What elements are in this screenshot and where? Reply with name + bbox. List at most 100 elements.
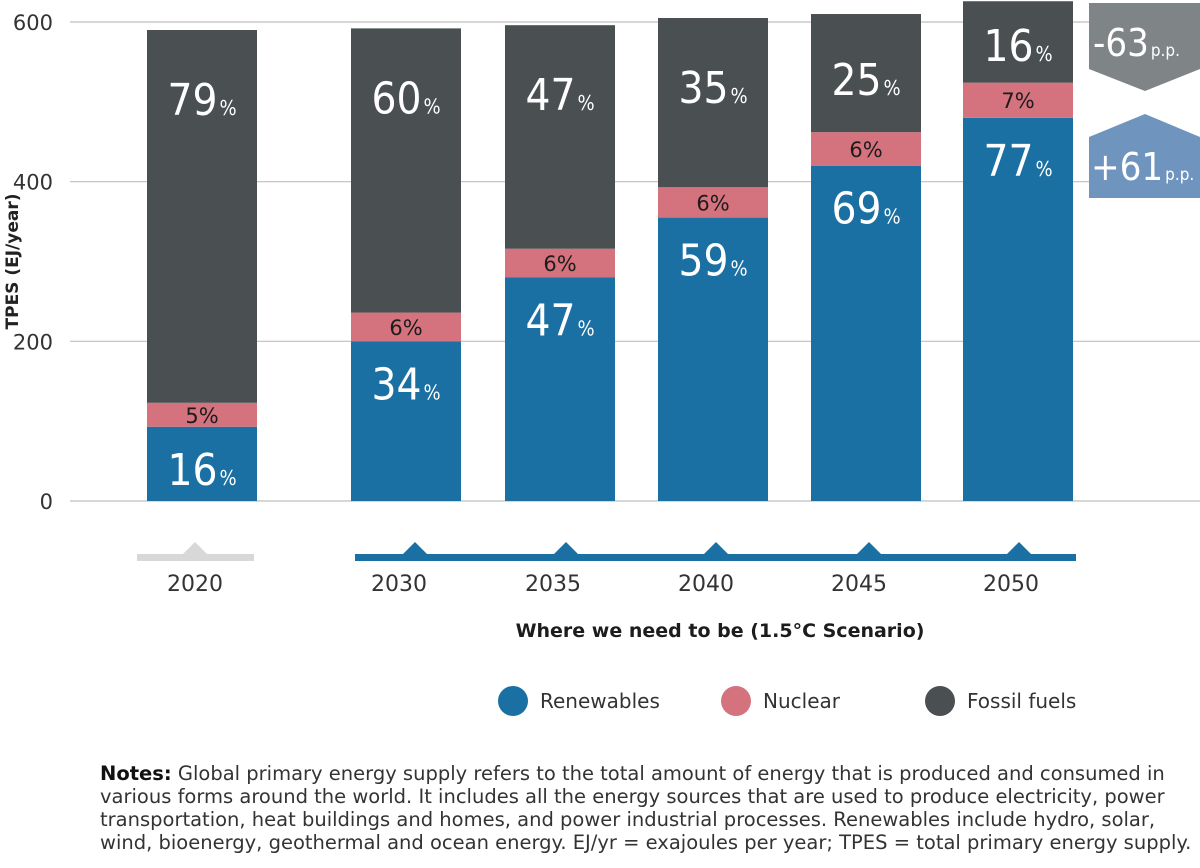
bar-nuclear-2040 <box>658 187 768 218</box>
data-label-nuclear-2020: 5% <box>185 404 218 428</box>
timeline-marker-2050 <box>1007 542 1031 554</box>
y-tick-label: 200 <box>13 330 53 354</box>
data-label-renewables-2040: 59% <box>678 236 747 287</box>
bar-fossil-fuels-2040 <box>658 18 768 188</box>
x-tick-label-2045: 2045 <box>831 572 887 597</box>
data-label-nuclear-2040: 6% <box>696 191 729 215</box>
data-label-value: 77 <box>983 136 1033 187</box>
bar-nuclear-2020 <box>147 402 257 427</box>
data-label-nuclear-2050: 7% <box>1001 89 1034 113</box>
bar-fossil-fuels-2020 <box>147 29 257 403</box>
timeline-historical <box>137 554 254 561</box>
legend: Renewables Nuclear Fossil fuels <box>0 686 1200 720</box>
bar-nuclear-2035 <box>505 248 615 278</box>
data-label-renewables-2050: 77% <box>983 136 1052 187</box>
x-tick-label-2050: 2050 <box>983 572 1039 597</box>
legend-swatch-renewables <box>498 686 528 716</box>
timeline-marker-2020 <box>183 542 207 554</box>
data-label-value: 47 <box>525 295 575 346</box>
legend-label-fossil-fuels: Fossil fuels <box>967 689 1077 713</box>
data-label-percent: % <box>883 76 900 100</box>
data-label-percent: % <box>423 94 440 118</box>
data-label-value: 16 <box>983 21 1033 72</box>
timeline-marker-2035 <box>554 542 578 554</box>
x-tick-label-2030: 2030 <box>371 572 427 597</box>
bar-renewables-2030 <box>351 341 461 501</box>
data-label-value: 60 <box>371 73 421 124</box>
data-label-value: 35 <box>678 63 728 114</box>
bar-renewables-2020 <box>147 426 257 501</box>
data-label-fossil-fuels-2045: 25% <box>831 55 900 106</box>
legend-swatch-fossil-fuels <box>925 686 955 716</box>
badge-value: +61 <box>1091 145 1163 189</box>
data-label-renewables-2020: 16% <box>167 445 236 496</box>
bar-fossil-fuels-2030 <box>351 28 461 313</box>
data-label-value: 34 <box>371 359 421 410</box>
legend-label-nuclear: Nuclear <box>763 689 840 713</box>
legend-item-nuclear: Nuclear <box>721 686 840 716</box>
notes-text: Global primary energy supply refers to t… <box>100 762 1192 854</box>
timeline-scenario-label: Where we need to be (1.5°C Scenario) <box>516 620 925 642</box>
y-axis-label: TPES (EJ/year) <box>3 194 23 330</box>
timeline-marker-2040 <box>704 542 728 554</box>
bar-fossil-fuels-2035 <box>505 25 615 249</box>
data-label-percent: % <box>1035 42 1052 66</box>
data-label-renewables-2045: 69% <box>831 184 900 235</box>
data-label-nuclear-2035: 6% <box>543 252 576 276</box>
x-tick-label-2035: 2035 <box>525 572 581 597</box>
data-label-percent: % <box>219 466 236 490</box>
notes-label: Notes: <box>100 762 172 785</box>
legend-swatch-nuclear <box>721 686 751 716</box>
bar-fossil-fuels-2050 <box>963 1 1073 83</box>
data-label-renewables-2035: 47% <box>525 295 594 346</box>
bar-renewables-2050 <box>963 117 1073 502</box>
data-label-percent: % <box>883 205 900 229</box>
bar-nuclear-2030 <box>351 312 461 342</box>
y-tick-label: 400 <box>13 171 53 195</box>
data-label-nuclear-2030: 6% <box>389 316 422 340</box>
bar-fossil-fuels-2045 <box>811 14 921 133</box>
badge-unit: p.p. <box>1165 165 1194 185</box>
data-label-fossil-fuels-2050: 16% <box>983 21 1052 72</box>
change-badge-renewables-text: +61 p.p. <box>1091 145 1194 189</box>
bar-renewables-2035 <box>505 277 615 501</box>
data-label-renewables-2030: 34% <box>371 359 440 410</box>
data-label-value: 16 <box>167 445 217 496</box>
legend-label-renewables: Renewables <box>540 689 660 713</box>
x-tick-label-2020: 2020 <box>167 572 223 597</box>
data-label-value: 25 <box>831 55 881 106</box>
data-label-value: 79 <box>167 75 217 126</box>
timeline-marker-2045 <box>857 542 881 554</box>
data-label-value: 59 <box>678 236 728 287</box>
data-label-fossil-fuels-2030: 60% <box>371 73 440 124</box>
notes: Notes: Global primary energy supply refe… <box>100 762 1192 854</box>
change-badge-renewables <box>1089 114 1200 198</box>
data-label-percent: % <box>423 380 440 404</box>
x-tick-label-2040: 2040 <box>678 572 734 597</box>
timeline-scenario <box>355 554 1076 561</box>
data-label-percent: % <box>730 257 747 281</box>
change-badge-fossil-fuels <box>1089 3 1200 91</box>
y-tick-label: 0 <box>40 490 53 514</box>
data-label-fossil-fuels-2020: 79% <box>167 75 236 126</box>
bar-nuclear-2050 <box>963 82 1073 118</box>
badge-unit: p.p. <box>1151 41 1180 61</box>
change-badge-fossil-fuels-text: -63 p.p. <box>1093 21 1180 65</box>
timeline-marker-2030 <box>403 542 427 554</box>
data-label-percent: % <box>577 316 594 340</box>
data-label-percent: % <box>219 96 236 120</box>
bar-renewables-2045 <box>811 165 921 501</box>
bar-nuclear-2045 <box>811 132 921 166</box>
data-label-fossil-fuels-2035: 47% <box>525 70 594 121</box>
badge-value: -63 <box>1093 21 1149 65</box>
legend-item-renewables: Renewables <box>498 686 660 716</box>
data-label-value: 69 <box>831 184 881 235</box>
y-tick-label: 600 <box>13 11 53 35</box>
data-label-nuclear-2045: 6% <box>849 138 882 162</box>
data-label-value: 47 <box>525 70 575 121</box>
legend-item-fossil-fuels: Fossil fuels <box>925 686 1076 716</box>
data-label-percent: % <box>730 84 747 108</box>
bar-renewables-2040 <box>658 217 768 501</box>
